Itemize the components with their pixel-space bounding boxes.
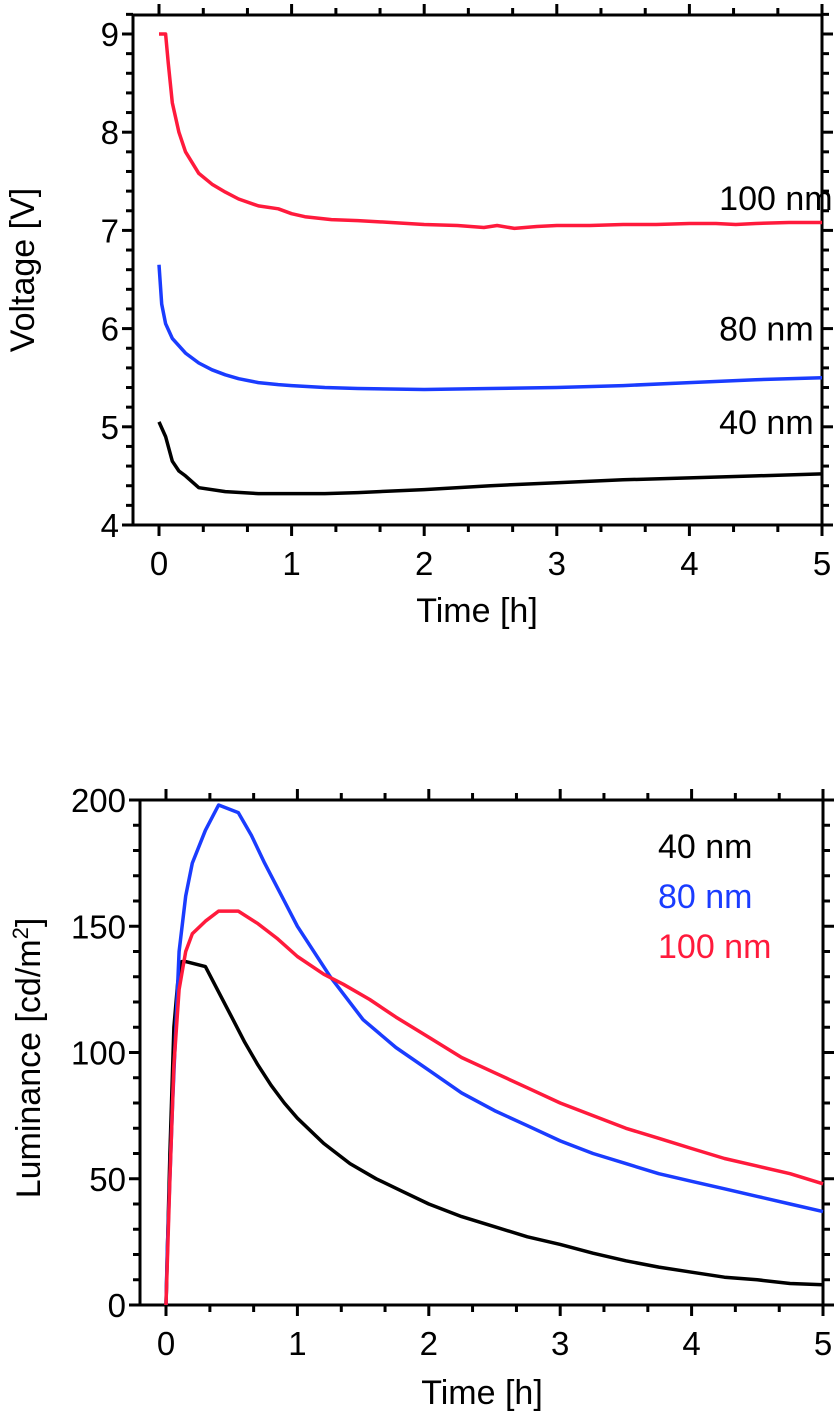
luminance-line-100nm [164,909,824,1306]
luminance-legend: 40 nm 80 nm 100 nm [658,828,771,966]
luminance-x-tick-label: 2 [420,1325,438,1362]
voltage-x-tick-label: 5 [813,545,831,582]
luminance-y-tick-label: 50 [89,1161,126,1198]
voltage-ticks [122,4,833,536]
voltage-y-tick-label: 6 [101,311,119,348]
luminance-x-tick-label: 4 [682,1325,700,1362]
voltage-x-tick-label: 3 [548,545,566,582]
voltage-label-80nm: 80 nm [719,311,814,349]
luminance-y-tick-label: 150 [71,908,126,945]
voltage-line-100nm [159,32,822,231]
luminance-y-tick-label: 200 [71,782,126,819]
voltage-x-tick-label: 2 [415,545,433,582]
luminance-line-80nm [164,803,824,1306]
voltage-annotations: 100 nm 80 nm 40 nm [719,180,832,442]
voltage-y-tick-label: 8 [101,114,119,151]
voltage-tick-labels: 0 1 2 3 4 5 4 5 6 7 8 9 [101,16,832,582]
luminance-ticks [129,789,834,1316]
voltage-x-tick-label: 4 [680,545,698,582]
legend-entry-80nm: 80 nm [658,878,753,916]
legend-entry-100nm: 100 nm [658,928,771,966]
voltage-line-80nm [157,264,823,392]
luminance-y-axis-title: Luminance [cd/m2] [8,918,49,1199]
luminance-x-tick-label: 5 [814,1325,832,1362]
luminance-plot-frame [138,798,825,1307]
luminance-series [164,803,824,1306]
voltage-plot-frame [131,13,824,527]
voltage-x-axis-title: Time [h] [416,592,538,630]
luminance-x-axis-title: Time [h] [421,1374,543,1412]
voltage-y-tick-label: 4 [101,507,119,544]
voltage-series [157,32,823,496]
luminance-y-tick-label: 100 [71,1035,126,1072]
voltage-line-40nm [157,421,823,496]
luminance-y-axis-title-main: Luminance [cd/m [10,939,48,1198]
voltage-y-tick-label: 5 [101,409,119,446]
luminance-line-40nm [164,959,824,1306]
luminance-x-tick-label: 1 [288,1325,306,1362]
voltage-x-tick-label: 1 [282,545,300,582]
luminance-y-axis-title-sup: 2 [8,927,33,939]
luminance-y-axis-title-end: ] [10,918,48,927]
voltage-chart: 0 1 2 3 4 5 4 5 6 7 8 9 Time [h] Voltage [V] 100 nm… [4,4,833,630]
voltage-y-axis-title: Voltage [V] [4,188,42,352]
legend-entry-40nm: 40 nm [658,828,753,866]
luminance-y-tick-label: 0 [108,1287,126,1324]
luminance-x-tick-label: 0 [157,1325,175,1362]
voltage-x-tick-label: 0 [150,545,168,582]
voltage-y-tick-label: 7 [101,212,119,249]
luminance-x-tick-label: 3 [551,1325,569,1362]
voltage-label-40nm: 40 nm [719,404,814,442]
voltage-y-tick-label: 9 [101,16,119,53]
voltage-label-100nm: 100 nm [719,180,832,218]
